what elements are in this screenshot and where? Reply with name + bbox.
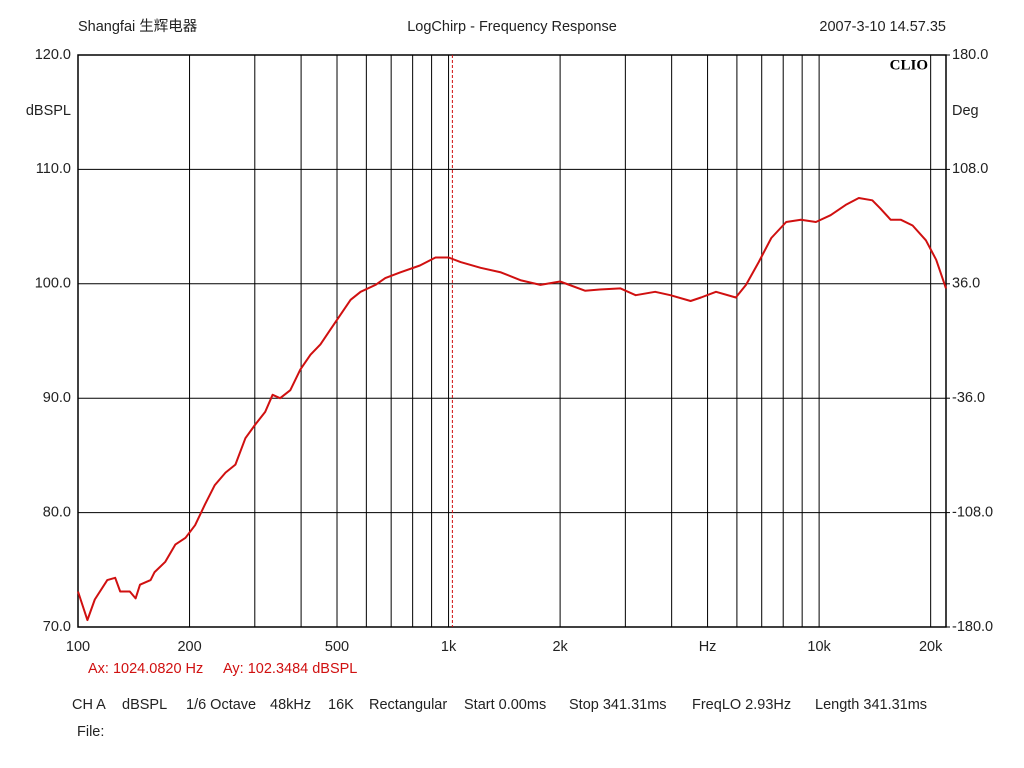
y-axis-label: dBSPL [26, 103, 71, 119]
y2-tick-label: -108.0 [952, 504, 993, 520]
footer-item: 1/6 Octave [186, 697, 256, 713]
footer-item: CH A [72, 697, 106, 713]
y2-axis-label: Deg [952, 103, 979, 119]
x-tick-label: 20k [919, 639, 943, 655]
footer-item: FreqLO 2.93Hz [692, 697, 791, 713]
footer-item: Length 341.31ms [815, 697, 927, 713]
footer-item: 48kHz [270, 697, 311, 713]
header-left: Shangfai 生辉电器 [78, 18, 198, 35]
brand: CLIO [890, 57, 928, 73]
y-tick-label: 100.0 [35, 276, 71, 292]
x-tick-label: 200 [177, 639, 201, 655]
cursor-x-label: Ax: 1024.0820 Hz [88, 661, 203, 677]
y2-tick-label: 36.0 [952, 276, 980, 292]
footer-item: 16K [328, 697, 354, 713]
y2-tick-label: -180.0 [952, 619, 993, 635]
footer-item: Stop 341.31ms [569, 697, 667, 713]
x-tick-label: Hz [699, 639, 717, 655]
plot-border [77, 54, 947, 628]
footer-item: Start 0.00ms [464, 697, 546, 713]
chart-title: LogChirp - Frequency Response [407, 19, 617, 35]
y2-tick-label: 180.0 [952, 47, 988, 63]
y2-tick-label: 108.0 [952, 161, 988, 177]
x-tick-label: 100 [66, 639, 90, 655]
file-label: File: [77, 724, 104, 740]
header-right: 2007-3-10 14.57.35 [819, 19, 946, 35]
y-tick-label: 80.0 [43, 504, 71, 520]
cursor-y-label: Ay: 102.3484 dBSPL [223, 661, 357, 677]
y2-tick-label: -36.0 [952, 390, 985, 406]
x-tick-label: 500 [325, 639, 349, 655]
response-curve [77, 197, 947, 622]
x-tick-label: 10k [807, 639, 831, 655]
footer-item: dBSPL [122, 697, 167, 713]
footer-item: Rectangular [369, 697, 447, 713]
x-tick-label: 2k [552, 639, 568, 655]
y-tick-label: 70.0 [43, 619, 71, 635]
x-tick-label: 1k [441, 639, 457, 655]
y-tick-label: 90.0 [43, 390, 71, 406]
y-tick-label: 120.0 [35, 47, 71, 63]
y-tick-label: 110.0 [36, 161, 71, 177]
